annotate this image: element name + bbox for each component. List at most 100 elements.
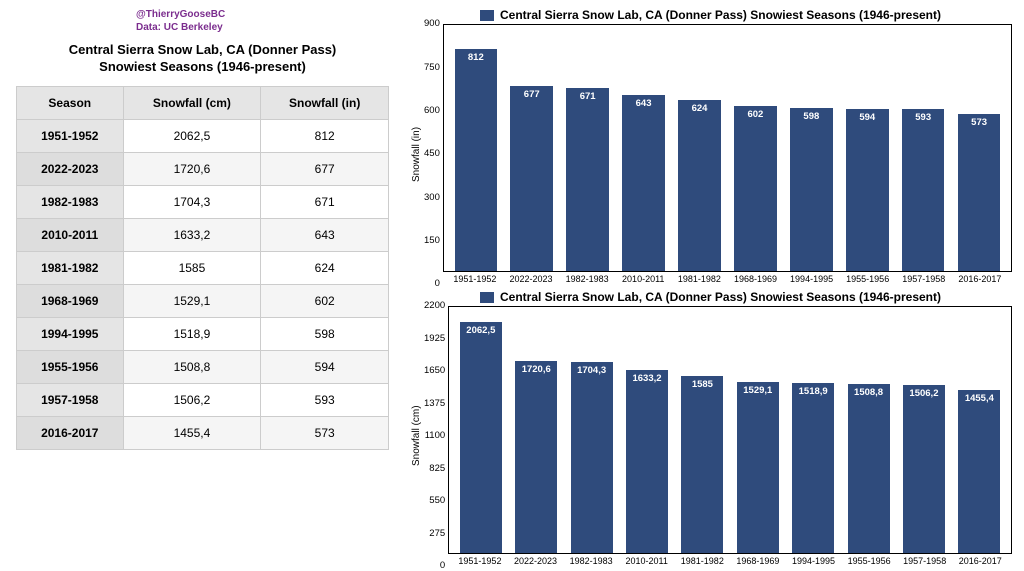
bar-value-label: 1455,4 bbox=[958, 393, 1000, 404]
x-tick: 1994-1995 bbox=[786, 274, 838, 284]
value-cell: 643 bbox=[261, 218, 389, 251]
season-cell: 1951-1952 bbox=[17, 119, 124, 152]
value-cell: 671 bbox=[261, 185, 389, 218]
chart-inches-title: Central Sierra Snow Lab, CA (Donner Pass… bbox=[500, 8, 941, 22]
table-row: 1957-19581506,2593 bbox=[17, 383, 389, 416]
table-row: 1951-19522062,5812 bbox=[17, 119, 389, 152]
credit-handle: @ThierryGooseBC bbox=[136, 8, 389, 21]
table-header: Snowfall (in) bbox=[261, 86, 389, 119]
bar-value-label: 594 bbox=[846, 112, 889, 123]
bar-value-label: 1585 bbox=[681, 379, 723, 390]
bar-slot: 1585 bbox=[677, 307, 728, 553]
x-tick: 1968-1969 bbox=[732, 556, 784, 566]
bar-slot: 573 bbox=[953, 25, 1005, 271]
value-cell: 573 bbox=[261, 416, 389, 449]
value-cell: 602 bbox=[261, 284, 389, 317]
bar-slot: 593 bbox=[897, 25, 949, 271]
bar-slot: 1529,1 bbox=[732, 307, 783, 553]
bar-value-label: 1518,9 bbox=[792, 386, 834, 397]
bar-value-label: 2062,5 bbox=[460, 325, 502, 336]
value-cell: 812 bbox=[261, 119, 389, 152]
table-row: 2016-20171455,4573 bbox=[17, 416, 389, 449]
bar: 2062,5 bbox=[460, 322, 502, 553]
chart-cm-yaxis: 220019251650137511008255502750 bbox=[424, 306, 448, 566]
bar: 598 bbox=[790, 108, 833, 271]
x-tick: 1955-1956 bbox=[843, 556, 895, 566]
bar-slot: 1455,4 bbox=[954, 307, 1005, 553]
bar: 812 bbox=[455, 49, 498, 271]
table-row: 1994-19951518,9598 bbox=[17, 317, 389, 350]
bar-value-label: 1529,1 bbox=[737, 385, 779, 396]
table-row: 1955-19561508,8594 bbox=[17, 350, 389, 383]
table-row: 1981-19821585624 bbox=[17, 251, 389, 284]
chart-cm-plot: 2062,5 1720,6 1704,3 1633,2 1585 1529,1 1518,9… bbox=[448, 306, 1012, 554]
bar: 573 bbox=[958, 114, 1001, 271]
table-title: Central Sierra Snow Lab, CA (Donner Pass… bbox=[16, 42, 389, 76]
bar-slot: 1518,9 bbox=[787, 307, 838, 553]
table-header: Snowfall (cm) bbox=[123, 86, 261, 119]
bar-value-label: 643 bbox=[622, 98, 665, 109]
value-cell: 1720,6 bbox=[123, 152, 261, 185]
season-cell: 2010-2011 bbox=[17, 218, 124, 251]
value-cell: 1455,4 bbox=[123, 416, 261, 449]
x-tick: 1957-1958 bbox=[898, 274, 950, 284]
bar-value-label: 624 bbox=[678, 103, 721, 114]
value-cell: 677 bbox=[261, 152, 389, 185]
bar-value-label: 573 bbox=[958, 117, 1001, 128]
table-row: 1982-19831704,3671 bbox=[17, 185, 389, 218]
season-cell: 1981-1982 bbox=[17, 251, 124, 284]
chart-cm-title: Central Sierra Snow Lab, CA (Donner Pass… bbox=[500, 290, 941, 304]
x-tick: 1951-1952 bbox=[449, 274, 501, 284]
legend-swatch-icon bbox=[480, 292, 494, 303]
value-cell: 1633,2 bbox=[123, 218, 261, 251]
bar-slot: 677 bbox=[506, 25, 558, 271]
value-cell: 598 bbox=[261, 317, 389, 350]
x-tick: 1982-1983 bbox=[561, 274, 613, 284]
x-tick: 1981-1982 bbox=[677, 556, 729, 566]
table-row: 2022-20231720,6677 bbox=[17, 152, 389, 185]
bar-value-label: 1506,2 bbox=[903, 388, 945, 399]
value-cell: 1508,8 bbox=[123, 350, 261, 383]
value-cell: 624 bbox=[261, 251, 389, 284]
legend-swatch-icon bbox=[480, 10, 494, 21]
bar-value-label: 602 bbox=[734, 109, 777, 120]
bar-value-label: 812 bbox=[455, 52, 498, 63]
chart-cm-xaxis: 1951-19522022-20231982-19832010-20111981… bbox=[448, 554, 1012, 566]
table-row: 2010-20111633,2643 bbox=[17, 218, 389, 251]
bar-value-label: 598 bbox=[790, 111, 833, 122]
bar-slot: 812 bbox=[450, 25, 502, 271]
bar-value-label: 1720,6 bbox=[515, 364, 557, 375]
x-tick: 1951-1952 bbox=[454, 556, 506, 566]
chart-cm-ylabel: Snowfall (cm) bbox=[409, 306, 424, 566]
credit-source: Data: UC Berkeley bbox=[136, 21, 389, 34]
chart-cm-title-row: Central Sierra Snow Lab, CA (Donner Pass… bbox=[409, 290, 1012, 304]
season-cell: 1957-1958 bbox=[17, 383, 124, 416]
bar-value-label: 1704,3 bbox=[571, 365, 613, 376]
bar: 1585 bbox=[681, 376, 723, 553]
bar-slot: 1704,3 bbox=[566, 307, 617, 553]
chart-inches-yaxis: 9007506004503001500 bbox=[424, 24, 443, 284]
bar-slot: 602 bbox=[729, 25, 781, 271]
bar: 1455,4 bbox=[958, 390, 1000, 553]
x-tick: 1981-1982 bbox=[673, 274, 725, 284]
bar-slot: 1720,6 bbox=[511, 307, 562, 553]
bar: 593 bbox=[902, 109, 945, 271]
x-tick: 1955-1956 bbox=[842, 274, 894, 284]
bar: 643 bbox=[622, 95, 665, 271]
x-tick: 1968-1969 bbox=[729, 274, 781, 284]
value-cell: 1518,9 bbox=[123, 317, 261, 350]
value-cell: 1585 bbox=[123, 251, 261, 284]
bar: 1633,2 bbox=[626, 370, 668, 553]
chart-inches-ylabel: Snowfall (in) bbox=[409, 24, 424, 284]
table-header: Season bbox=[17, 86, 124, 119]
x-tick: 2022-2023 bbox=[505, 274, 557, 284]
season-cell: 1982-1983 bbox=[17, 185, 124, 218]
credits: @ThierryGooseBC Data: UC Berkeley bbox=[136, 8, 389, 34]
bar-slot: 594 bbox=[841, 25, 893, 271]
bar-slot: 671 bbox=[562, 25, 614, 271]
bar: 1518,9 bbox=[792, 383, 834, 553]
value-cell: 2062,5 bbox=[123, 119, 261, 152]
value-cell: 594 bbox=[261, 350, 389, 383]
snowfall-table: SeasonSnowfall (cm)Snowfall (in) 1951-19… bbox=[16, 86, 389, 450]
bar: 624 bbox=[678, 100, 721, 271]
